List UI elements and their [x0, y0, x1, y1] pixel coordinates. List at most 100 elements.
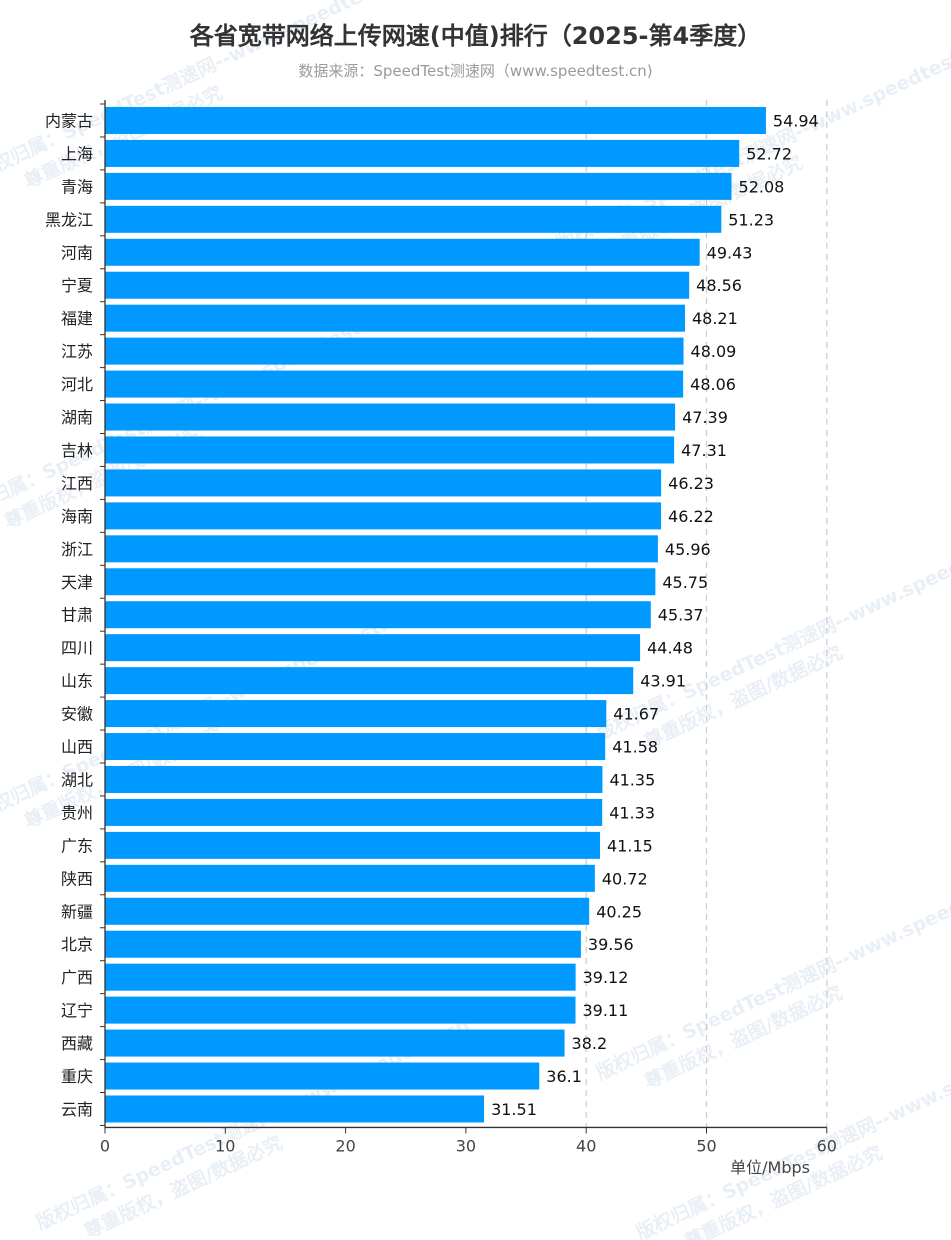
chart-subtitle: 数据来源：SpeedTest测速网（www.speedtest.cn)	[298, 62, 653, 80]
value-label: 48.56	[696, 276, 742, 295]
axis-layer: 0 10 20 30 40 50 60	[100, 100, 837, 1155]
bar	[105, 535, 658, 563]
x-tick-label: 30	[456, 1136, 476, 1155]
x-tick-label: 20	[335, 1136, 355, 1155]
category-label: 天津	[61, 573, 93, 592]
x-tick-label: 0	[100, 1136, 110, 1155]
value-label: 48.21	[692, 309, 738, 328]
x-tick-label: 10	[215, 1136, 235, 1155]
bar	[105, 667, 634, 695]
bar	[105, 238, 700, 266]
category-label: 海南	[61, 507, 93, 526]
category-label: 青海	[61, 177, 93, 196]
value-label: 52.08	[739, 177, 785, 196]
value-label: 41.33	[609, 803, 655, 822]
bar	[105, 733, 606, 761]
bar	[105, 271, 690, 299]
category-label: 广西	[61, 968, 93, 987]
value-label: 47.39	[682, 408, 728, 427]
bar	[105, 1095, 485, 1123]
category-label: 宁夏	[61, 276, 93, 295]
value-label: 39.56	[588, 935, 634, 954]
category-label: 辽宁	[61, 1001, 93, 1020]
category-label: 陕西	[61, 869, 93, 888]
value-label: 48.09	[691, 342, 737, 361]
value-label: 41.15	[607, 836, 653, 855]
bar	[105, 601, 651, 629]
bar	[105, 963, 576, 991]
bar	[105, 436, 675, 464]
bar	[105, 831, 601, 859]
value-label: 46.22	[668, 507, 714, 526]
value-label: 36.1	[546, 1067, 582, 1086]
chart-title: 各省宽带网络上传网速(中值)排行（2025-第4季度）	[189, 22, 762, 50]
bar	[105, 205, 722, 233]
value-label: 40.25	[596, 902, 642, 921]
bar	[105, 469, 662, 497]
bar-layer: 内蒙古 54.94 上海 52.72 青海 52.08 黑龙江 51.23 河南 49.43 宁夏 4…	[45, 106, 819, 1123]
value-label: 46.23	[668, 474, 714, 493]
category-label: 浙江	[61, 540, 93, 559]
value-label: 31.51	[491, 1100, 537, 1119]
category-label: 北京	[61, 935, 93, 954]
bar	[105, 897, 590, 925]
category-label: 吉林	[61, 441, 93, 460]
category-label: 河北	[61, 375, 93, 394]
watermark-line1: 版权归属：SpeedTest测速网--www.speedtest.cn	[592, 863, 951, 1085]
value-label: 44.48	[647, 639, 693, 658]
bar	[105, 370, 684, 398]
value-label: 49.43	[707, 243, 753, 262]
value-label: 40.72	[602, 869, 648, 888]
category-label: 福建	[61, 309, 93, 328]
bar	[105, 139, 740, 167]
bar	[105, 798, 603, 826]
value-label: 41.35	[609, 770, 655, 789]
category-label: 贵州	[61, 803, 93, 822]
value-label: 41.67	[613, 705, 659, 724]
bar	[105, 304, 685, 332]
bar	[105, 337, 684, 365]
bar	[105, 634, 641, 662]
value-label: 47.31	[681, 441, 727, 460]
watermark: 版权归属：SpeedTest测速网--www.speedtest.cn尊重版权，…	[592, 863, 951, 1093]
category-label: 河南	[61, 243, 93, 262]
category-label: 安徽	[61, 705, 93, 724]
value-label: 39.12	[583, 968, 629, 987]
category-label: 山西	[61, 738, 93, 757]
bar	[105, 765, 603, 793]
value-label: 41.58	[612, 738, 658, 757]
category-label: 湖北	[61, 770, 93, 789]
bar	[105, 106, 766, 134]
bar	[105, 700, 607, 728]
bar	[105, 864, 595, 892]
category-label: 江苏	[61, 342, 93, 361]
category-label: 山东	[61, 672, 93, 691]
category-label: 内蒙古	[45, 111, 93, 130]
category-label: 甘肃	[61, 606, 93, 625]
category-label: 广东	[61, 836, 93, 855]
bar	[105, 568, 656, 596]
value-label: 54.94	[773, 111, 819, 130]
x-tick-label: 60	[817, 1136, 837, 1155]
x-tick-label: 40	[576, 1136, 596, 1155]
category-label: 湖南	[61, 408, 93, 427]
category-label: 上海	[61, 144, 93, 163]
unit-label: 单位/Mbps	[730, 1158, 810, 1177]
category-label: 新疆	[61, 902, 93, 921]
bar	[105, 996, 576, 1024]
category-label: 江西	[61, 474, 93, 493]
value-label: 39.11	[582, 1001, 628, 1020]
value-label: 52.72	[746, 144, 792, 163]
category-label: 黑龙江	[45, 210, 93, 229]
category-label: 重庆	[61, 1067, 93, 1086]
bar	[105, 172, 732, 200]
x-tick-label: 50	[696, 1136, 716, 1155]
value-label: 48.06	[690, 375, 736, 394]
value-label: 45.75	[662, 573, 708, 592]
value-label: 43.91	[640, 672, 686, 691]
category-label: 云南	[61, 1100, 93, 1119]
bar	[105, 1062, 540, 1090]
category-label: 西藏	[61, 1034, 93, 1053]
bar	[105, 403, 676, 431]
